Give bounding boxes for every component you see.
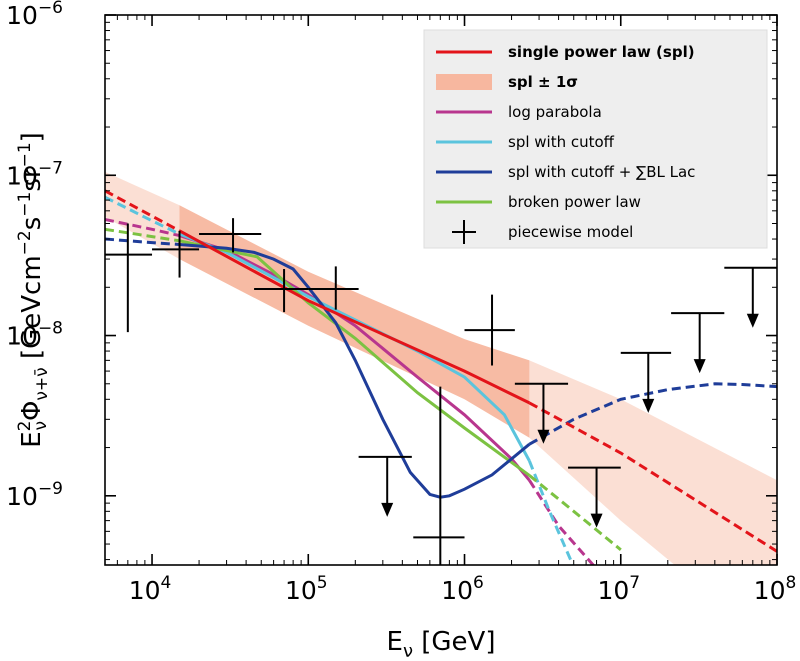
series-log-parabola-high-dashed <box>528 479 596 565</box>
legend-swatch-band <box>436 74 492 90</box>
series-spl-with-cutoff-bl-lac-high-dashed <box>528 382 777 446</box>
series-single-power-law-spl-high-dashed <box>528 401 777 553</box>
series-spl-with-cutoff-bl-lac-solid <box>179 243 531 499</box>
legend-label: spl with cutoff + ∑BL Lac <box>508 163 695 181</box>
tick-labels: 104 105 106 107 108 10−9 10−8 10−7 10−6 <box>6 0 796 605</box>
legend-label: piecewise model <box>508 223 633 241</box>
upper-limit-3 <box>568 466 621 528</box>
legend-entry-2: spl ± 1σ <box>436 73 578 91</box>
upper-limit-arrowhead <box>746 313 759 328</box>
series-single-power-law-spl-solid <box>178 229 531 405</box>
x-tick-label: 107 <box>597 573 640 605</box>
piecewise-point-7 <box>464 294 515 366</box>
series-single-power-law-spl-low-dashed <box>105 189 181 233</box>
y-tick-label: 10−9 <box>6 479 63 511</box>
legend-label: broken power law <box>508 193 641 211</box>
upper-limit-arrowhead <box>642 398 655 413</box>
x-axis-label: Eν [GeV] <box>387 627 496 661</box>
legend-entry-5: spl with cutoff + ∑BL Lac <box>436 163 695 181</box>
legend-entry-4: spl with cutoff <box>436 133 615 151</box>
piecewise-point-6 <box>413 386 465 565</box>
plot-area <box>105 171 777 565</box>
major-ticks <box>105 14 778 565</box>
x-tick-label: 106 <box>441 573 484 605</box>
series-broken-power-law-solid <box>179 239 531 477</box>
legend-label: log parabola <box>508 103 602 121</box>
upper-limit-6 <box>724 266 777 328</box>
minor-ticks <box>104 15 777 565</box>
upper-limit-arrowhead <box>381 502 394 517</box>
piecewise-point-4 <box>254 269 309 313</box>
y-tick-label: 10−7 <box>6 158 63 190</box>
band-low-extrapolation <box>105 171 180 260</box>
legend-entry-3: log parabola <box>436 103 602 121</box>
upper-limit-arrowhead <box>693 359 706 374</box>
y-tick-label: 10−8 <box>6 319 63 351</box>
series-broken-power-law-high-dashed <box>528 474 622 551</box>
piecewise-point-3 <box>199 218 262 253</box>
legend: single power law (spl) spl ± 1σ log parabo… <box>423 29 768 249</box>
upper-limit-2 <box>514 382 569 444</box>
piecewise-point-1 <box>105 223 153 333</box>
y-tick-label: 10−6 <box>6 0 63 30</box>
series-broken-power-law-low-dashed <box>105 227 180 243</box>
upper-limit-arrowhead <box>537 429 550 444</box>
legend-label: single power law (spl) <box>508 43 695 61</box>
series-spl-with-cutoff-solid <box>178 232 531 462</box>
upper-limit-arrowhead <box>590 513 603 528</box>
legend-entry-7: piecewise model <box>452 220 633 244</box>
series-log-parabola-solid <box>179 234 531 482</box>
series-spl-with-cutoff-high-dashed <box>528 460 575 565</box>
legend-entry-1: single power law (spl) <box>436 43 695 61</box>
piecewise-point-2 <box>152 230 200 278</box>
upper-limit-1 <box>358 455 412 517</box>
series-spl-with-cutoff-low-dashed <box>105 195 181 236</box>
legend-label: spl with cutoff <box>508 133 615 151</box>
upper-limit-5 <box>671 312 725 374</box>
legend-label: spl ± 1σ <box>508 73 578 91</box>
plot-frame <box>104 14 778 566</box>
x-tick-label: 108 <box>754 573 797 605</box>
piecewise-point-5 <box>308 266 359 310</box>
upper-limit-4 <box>620 351 672 413</box>
series-log-parabola-low-dashed <box>105 218 180 238</box>
series-spl-with-cutoff-bl-lac-low-dashed <box>105 237 180 246</box>
legend-entry-6: broken power law <box>436 193 641 211</box>
y-axis-label: E2νΦν+ν̄ [GeVcm−2s−1sr−1] <box>15 132 52 448</box>
x-tick-label: 105 <box>285 573 328 605</box>
x-tick-label: 104 <box>129 573 172 605</box>
legend-box <box>423 29 768 249</box>
